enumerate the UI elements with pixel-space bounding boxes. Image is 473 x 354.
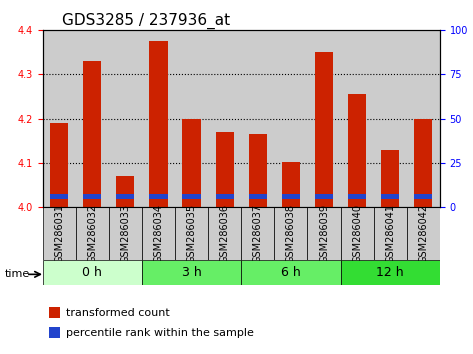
Bar — [274, 30, 307, 207]
Bar — [43, 207, 76, 260]
Bar — [175, 207, 208, 260]
Text: GSM286031: GSM286031 — [54, 204, 64, 263]
Bar — [341, 30, 374, 207]
Bar — [83, 194, 101, 199]
Bar — [414, 194, 432, 199]
Bar — [216, 132, 234, 207]
Text: GSM286037: GSM286037 — [253, 204, 263, 263]
Text: 6 h: 6 h — [281, 266, 301, 279]
Bar — [183, 119, 201, 207]
Text: GSM286033: GSM286033 — [120, 204, 131, 263]
Bar — [374, 30, 407, 207]
Bar — [348, 94, 366, 207]
Bar — [142, 207, 175, 260]
Bar — [414, 119, 432, 207]
Bar — [381, 149, 399, 207]
Bar — [216, 194, 234, 199]
Bar — [274, 207, 307, 260]
Text: 0 h: 0 h — [82, 266, 102, 279]
Bar — [282, 162, 300, 207]
Text: GSM286039: GSM286039 — [319, 204, 329, 263]
Text: GSM286032: GSM286032 — [87, 204, 97, 263]
Bar — [83, 61, 101, 207]
Bar — [249, 134, 267, 207]
Bar — [149, 194, 167, 199]
Bar — [149, 41, 167, 207]
Bar — [282, 194, 300, 199]
Text: transformed count: transformed count — [66, 308, 170, 319]
Text: GDS3285 / 237936_at: GDS3285 / 237936_at — [62, 12, 230, 29]
Bar — [241, 260, 341, 285]
Bar — [348, 194, 366, 199]
Bar — [43, 260, 142, 285]
Bar — [341, 207, 374, 260]
Text: GSM286035: GSM286035 — [186, 204, 197, 263]
Bar — [407, 207, 440, 260]
Bar — [49, 307, 61, 319]
Bar — [208, 207, 241, 260]
Bar — [109, 207, 142, 260]
Bar — [307, 207, 341, 260]
Text: percentile rank within the sample: percentile rank within the sample — [66, 328, 254, 338]
Bar — [183, 194, 201, 199]
Text: GSM286041: GSM286041 — [385, 204, 395, 263]
Text: GSM286040: GSM286040 — [352, 204, 362, 263]
Text: GSM286034: GSM286034 — [153, 204, 164, 263]
Bar — [175, 30, 208, 207]
Text: GSM286036: GSM286036 — [219, 204, 230, 263]
Bar — [241, 207, 274, 260]
Bar — [208, 30, 241, 207]
Bar — [116, 194, 134, 199]
Bar — [315, 194, 333, 199]
Bar — [142, 30, 175, 207]
Text: 12 h: 12 h — [377, 266, 404, 279]
Bar — [249, 194, 267, 199]
Bar — [109, 30, 142, 207]
Bar — [407, 30, 440, 207]
Bar — [76, 30, 109, 207]
Bar — [50, 194, 68, 199]
Text: GSM286042: GSM286042 — [418, 204, 429, 263]
Bar — [381, 194, 399, 199]
Text: GSM286038: GSM286038 — [286, 204, 296, 263]
Bar — [116, 176, 134, 207]
Bar — [307, 30, 341, 207]
Bar — [49, 327, 61, 338]
Bar — [241, 30, 274, 207]
Bar — [76, 207, 109, 260]
Bar — [341, 260, 440, 285]
Text: 3 h: 3 h — [182, 266, 201, 279]
Text: time: time — [5, 269, 30, 279]
Bar — [43, 30, 76, 207]
Bar — [50, 123, 68, 207]
Bar — [315, 52, 333, 207]
Bar — [374, 207, 407, 260]
Bar — [142, 260, 241, 285]
